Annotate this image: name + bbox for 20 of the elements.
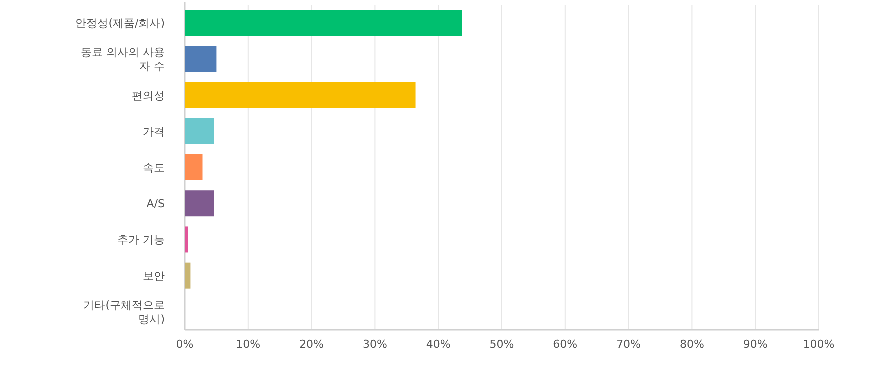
x-tick-label: 10%: [236, 338, 261, 351]
y-tick-label: 편의성: [132, 89, 165, 102]
y-tick-label: 기타(구체적으로 명시): [84, 298, 165, 326]
x-tick-label: 80%: [680, 338, 704, 351]
x-tick-label: 20%: [300, 338, 324, 351]
y-tick-label: 동료 의사의 사용자 수: [81, 46, 165, 74]
y-tick-label: A/S: [146, 198, 166, 211]
y-tick-label: 추가 기능: [118, 234, 165, 247]
x-tick-label: 90%: [743, 338, 768, 351]
x-tick-label: 40%: [426, 338, 451, 351]
x-tick-label: 60%: [553, 338, 578, 351]
x-tick-label: 50%: [490, 338, 514, 351]
y-tick-label: 보안: [143, 270, 165, 283]
x-tick-label: 100%: [803, 338, 835, 351]
y-tick-label: 속도: [143, 162, 165, 174]
x-tick-label: 70%: [616, 338, 642, 351]
x-tick-label: 0%: [176, 338, 194, 351]
y-tick-label: 가격: [143, 125, 165, 138]
x-tick-label: 30%: [362, 338, 388, 351]
y-tick-label: 안정성(제품/회사): [76, 17, 165, 30]
